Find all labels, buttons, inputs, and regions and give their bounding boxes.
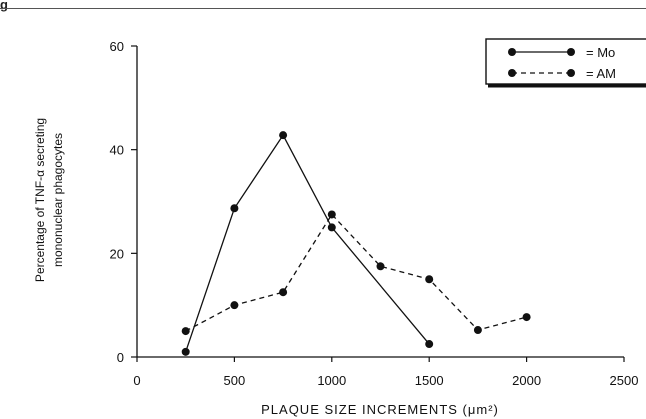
data-point xyxy=(279,288,288,297)
data-point xyxy=(327,210,336,219)
legend-marker xyxy=(508,69,516,77)
legend-marker xyxy=(508,48,516,56)
legend-marker xyxy=(567,48,575,56)
x-tick-label: 0 xyxy=(133,373,140,388)
series-mo xyxy=(181,131,434,356)
data-point xyxy=(425,275,434,284)
figure-label: g xyxy=(0,0,8,12)
series-layer xyxy=(181,131,531,356)
y-axis-label-line-1: Percentage of TNF-α secreting xyxy=(33,118,47,282)
data-point xyxy=(425,340,434,349)
data-point xyxy=(473,326,482,335)
legend-entry: = Mo xyxy=(586,45,615,60)
series-am xyxy=(181,210,531,336)
x-axis-label: PLAQUE SIZE INCREMENTS (μm²) xyxy=(261,402,499,417)
x-tick-label: 1000 xyxy=(317,373,346,388)
data-point xyxy=(327,223,336,232)
legend-marker xyxy=(567,69,575,77)
x-tick-label: 500 xyxy=(224,373,246,388)
axes xyxy=(131,45,625,362)
top-rule xyxy=(0,8,646,9)
data-point xyxy=(279,131,288,140)
tick-labels: 0 500 1000 1500 2000 2500 0 20 40 60 xyxy=(110,39,639,388)
series-line xyxy=(185,133,430,353)
legend-entry: = AM xyxy=(586,66,616,81)
series-line xyxy=(185,213,527,332)
x-tick-label: 1500 xyxy=(415,373,444,388)
data-point xyxy=(230,301,239,310)
y-tick-label: 40 xyxy=(110,143,124,158)
legend-box xyxy=(485,38,646,85)
legend: = Mo = AM xyxy=(485,38,646,88)
data-point xyxy=(181,347,190,356)
data-point xyxy=(181,327,190,336)
data-point xyxy=(376,262,385,271)
x-tick-label: 2000 xyxy=(512,373,541,388)
data-point xyxy=(522,313,531,322)
y-tick-label: 20 xyxy=(110,246,124,261)
y-tick-label: 0 xyxy=(117,350,124,365)
data-point xyxy=(230,204,239,213)
x-tick-label: 2500 xyxy=(610,373,639,388)
y-axis-label-line-2: mononuclear phagocytes xyxy=(51,133,65,267)
y-tick-label: 60 xyxy=(110,39,124,54)
